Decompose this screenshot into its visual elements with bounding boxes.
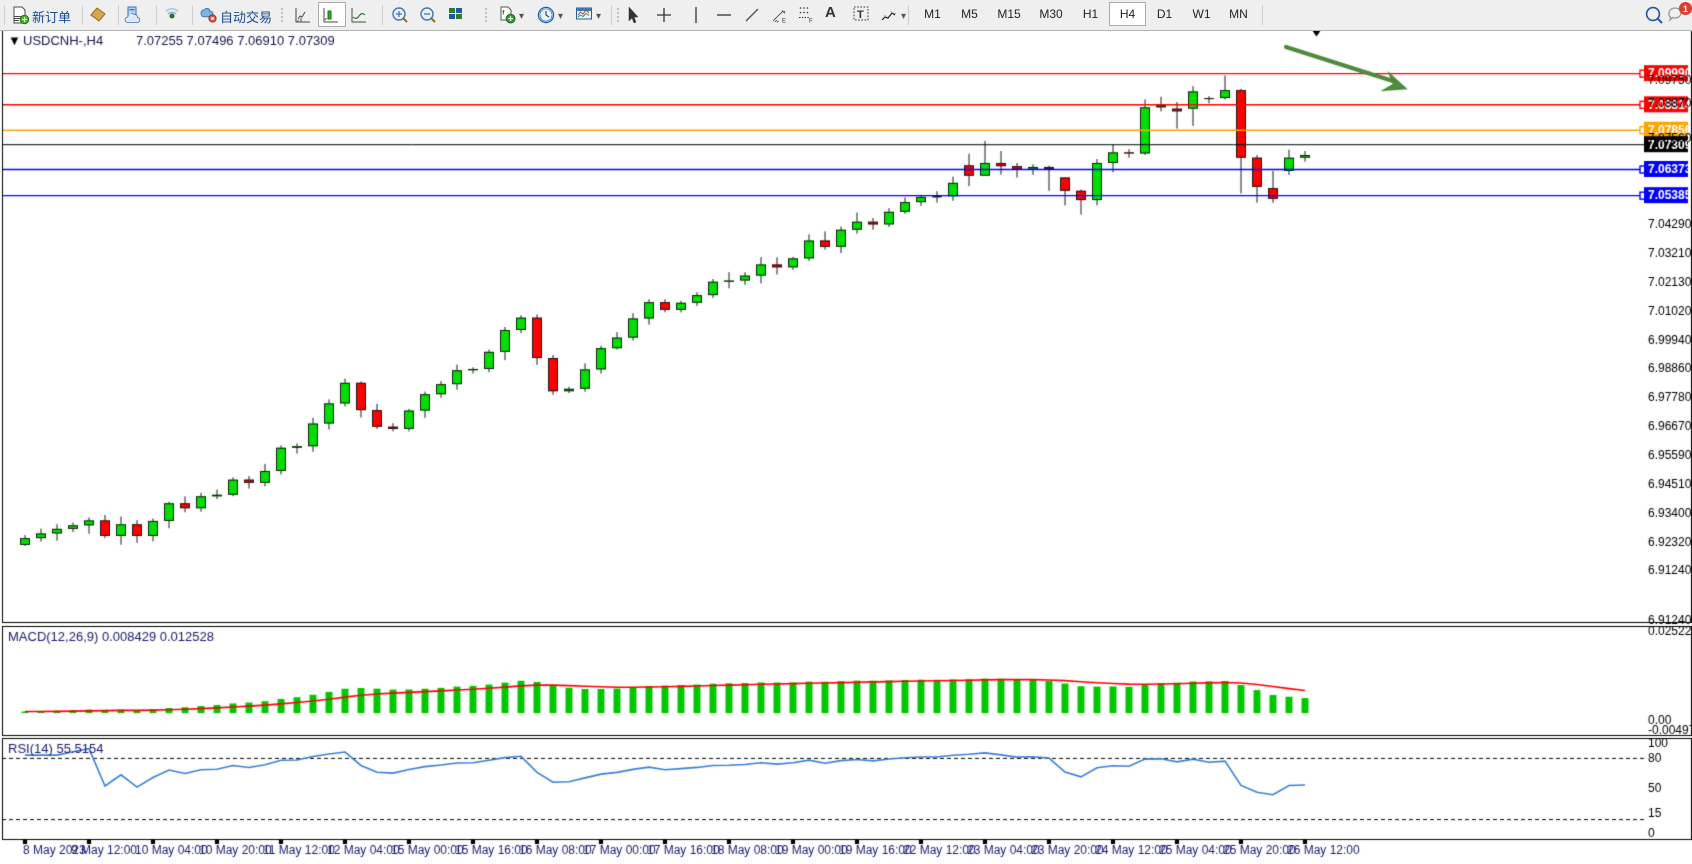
svg-text:T: T — [857, 9, 864, 21]
svg-text:E: E — [782, 19, 786, 25]
svg-text:F: F — [809, 19, 813, 25]
